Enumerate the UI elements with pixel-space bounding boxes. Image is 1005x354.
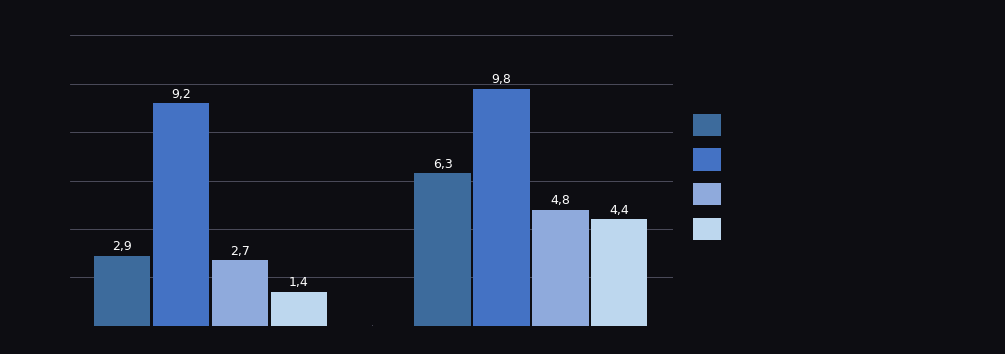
Text: 1,4: 1,4 bbox=[289, 276, 309, 290]
Text: 4,4: 4,4 bbox=[609, 204, 629, 217]
Text: 4,8: 4,8 bbox=[551, 194, 570, 207]
FancyBboxPatch shape bbox=[693, 148, 721, 171]
FancyBboxPatch shape bbox=[693, 218, 721, 240]
Bar bbox=[473, 88, 530, 326]
Text: 6,3: 6,3 bbox=[432, 158, 452, 171]
Text: 9,2: 9,2 bbox=[171, 88, 191, 101]
Bar bbox=[270, 292, 327, 326]
FancyBboxPatch shape bbox=[693, 114, 721, 136]
FancyBboxPatch shape bbox=[693, 183, 721, 205]
Bar bbox=[414, 173, 470, 326]
Text: 2,7: 2,7 bbox=[230, 245, 250, 258]
Text: 2,9: 2,9 bbox=[113, 240, 132, 253]
Bar bbox=[591, 219, 647, 326]
Bar bbox=[532, 210, 589, 326]
Text: 9,8: 9,8 bbox=[491, 73, 512, 86]
Bar bbox=[153, 103, 209, 326]
Bar bbox=[212, 261, 268, 326]
Bar bbox=[93, 256, 151, 326]
